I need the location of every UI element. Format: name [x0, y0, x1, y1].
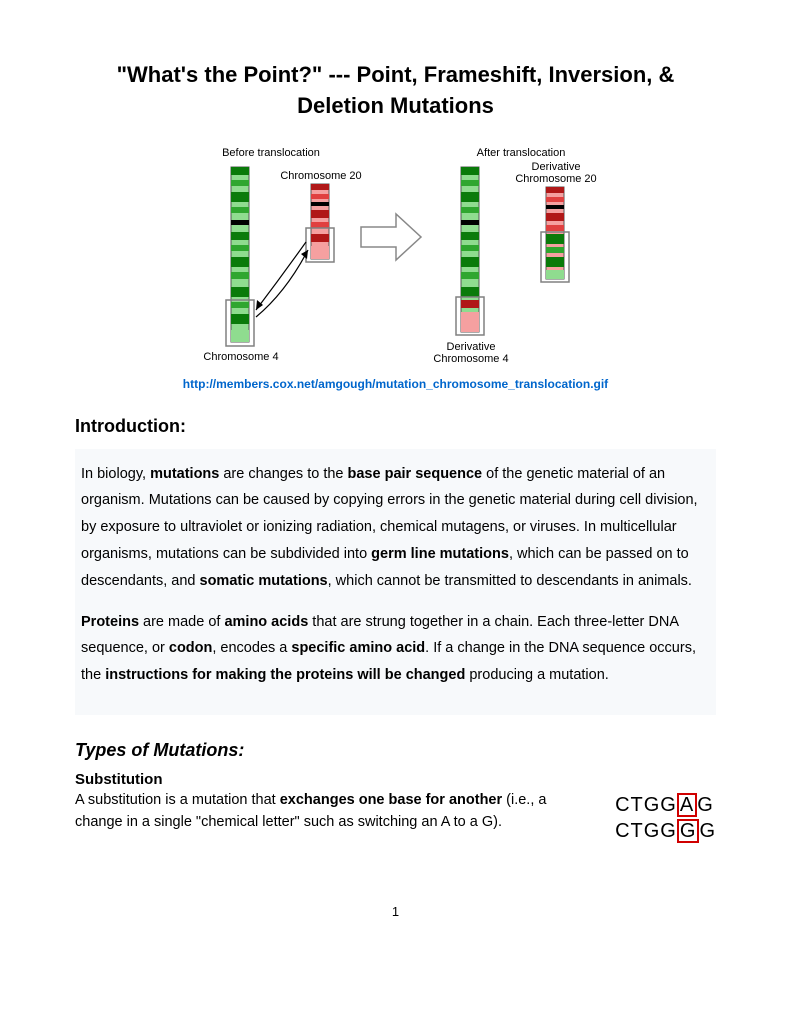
text: A substitution is a mutation that [75, 792, 280, 808]
dna-post: G [699, 820, 716, 842]
dna-highlight: G [677, 819, 700, 843]
label-der4a: Derivative [446, 341, 495, 353]
swap-arrow-2 [256, 242, 306, 310]
intro-paragraph-1: In biology, mutations are changes to the… [81, 461, 710, 595]
bold-proteins: Proteins [81, 614, 139, 630]
translocation-diagram: Before translocation Chromoso [75, 142, 716, 372]
intro-heading: Introduction: [75, 416, 716, 437]
label-chr20: Chromosome 20 [280, 170, 361, 182]
label-chr4: Chromosome 4 [203, 351, 278, 363]
label-der4b: Chromosome 4 [433, 353, 508, 365]
substitution-heading: Substitution [75, 771, 716, 788]
chromosome-4-after [456, 167, 484, 335]
bold-mutations: mutations [150, 466, 219, 482]
label-der20a: Derivative [531, 161, 580, 173]
chromosome-20-before [306, 184, 334, 262]
big-arrow [361, 214, 421, 260]
bold-germ-line: germ line mutations [371, 546, 509, 562]
dna-highlight: A [677, 793, 697, 817]
text: producing a mutation. [465, 667, 608, 683]
dna-line-1: CTGGAG [615, 792, 716, 818]
bold-exchanges: exchanges one base for another [280, 792, 502, 808]
substitution-text: A substitution is a mutation that exchan… [75, 790, 597, 834]
bold-somatic: somatic mutations [200, 573, 328, 589]
types-heading: Types of Mutations: [75, 740, 716, 761]
bold-specific: specific amino acid [291, 640, 425, 656]
dna-example: CTGGAG CTGGGG [615, 792, 716, 844]
chromosome-20-after [541, 187, 569, 282]
dna-pre: CTGG [615, 794, 677, 816]
bold-instructions: instructions for making the proteins wil… [105, 667, 465, 683]
bold-codon: codon [169, 640, 213, 656]
swap-arrow-1 [256, 250, 308, 317]
text: , which cannot be transmitted to descend… [328, 573, 692, 589]
dna-pre: CTGG [615, 820, 677, 842]
text: In biology, [81, 466, 150, 482]
label-before: Before translocation [222, 147, 320, 159]
chromosome-4-before [226, 167, 254, 346]
dna-post: G [697, 794, 714, 816]
bold-base-pair: base pair sequence [348, 466, 483, 482]
label-der20b: Chromosome 20 [515, 173, 596, 185]
bold-amino: amino acids [224, 614, 308, 630]
dna-line-2: CTGGGG [615, 818, 716, 844]
text: are changes to the [219, 466, 347, 482]
document-title: "What's the Point?" --- Point, Frameshif… [75, 60, 716, 122]
text: , encodes a [212, 640, 291, 656]
page-number: 1 [75, 904, 716, 919]
image-source-link[interactable]: http://members.cox.net/amgough/mutation_… [75, 377, 716, 391]
text: are made of [139, 614, 224, 630]
intro-paragraph-2: Proteins are made of amino acids that ar… [81, 609, 710, 689]
label-after: After translocation [476, 147, 565, 159]
intro-box: In biology, mutations are changes to the… [75, 449, 716, 716]
